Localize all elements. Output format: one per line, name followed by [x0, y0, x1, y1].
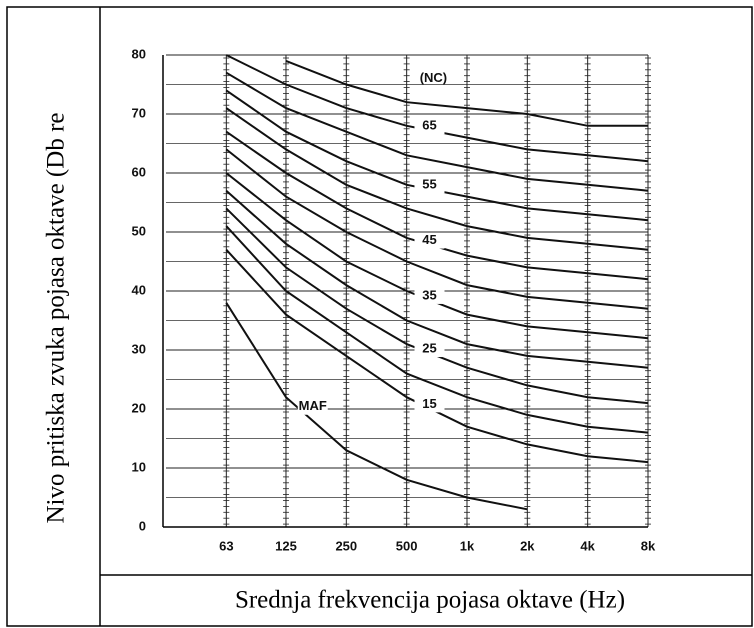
label-bg [414, 177, 445, 194]
x-tick-label: 500 [396, 538, 418, 553]
curve-label: 55 [422, 177, 436, 192]
x-tick-label: 1k [460, 538, 475, 553]
y-tick-label: 60 [132, 164, 146, 179]
curve-label: 65 [422, 118, 436, 133]
y-tick-label: 10 [132, 459, 146, 474]
curve [225, 71, 649, 192]
label-bg [414, 287, 445, 304]
curve-label: MAF [299, 398, 327, 413]
y-tick-label: 20 [132, 400, 146, 415]
x-tick-label: 4k [580, 538, 595, 553]
y-tick-label: 80 [132, 46, 146, 61]
table-border [6, 6, 753, 627]
x-tick-label: 250 [335, 538, 357, 553]
plot: 0 10 20 30 40 50 60 70 80 63 125 250 500 1k 2k 4k 8k 65 55… [132, 46, 656, 553]
y-tick-label: 50 [132, 223, 146, 238]
y-axis-label: Nivo pritiska zvuka pojasa oktave (Db re [43, 113, 70, 524]
y-tick-label: 0 [139, 518, 146, 533]
x-tick-label: 125 [275, 538, 297, 553]
curve [225, 189, 649, 369]
x-tick-label: 2k [520, 538, 535, 553]
x-axis-label: Srednja frekvencija pojasa oktave (Hz) [235, 587, 625, 614]
annotation: (NC) [420, 70, 447, 85]
label-bg [297, 398, 328, 415]
label-bg [414, 232, 445, 249]
curve-label: 35 [422, 287, 436, 302]
y-tick-label: 30 [132, 341, 146, 356]
label-bg [414, 118, 445, 135]
curve [225, 148, 649, 310]
curve-label: 25 [422, 340, 436, 355]
label-bg [414, 396, 445, 413]
curve [225, 225, 649, 434]
curve-label: 45 [422, 232, 436, 247]
y-tick-label: 70 [132, 105, 146, 120]
x-tick-label: 63 [219, 538, 233, 553]
curve-label: 15 [422, 396, 436, 411]
y-tick-label: 40 [132, 282, 146, 297]
curve [285, 59, 648, 127]
curve [225, 302, 528, 511]
x-tick-label: 8k [641, 538, 656, 553]
label-bg [414, 341, 445, 358]
curve [225, 107, 649, 251]
